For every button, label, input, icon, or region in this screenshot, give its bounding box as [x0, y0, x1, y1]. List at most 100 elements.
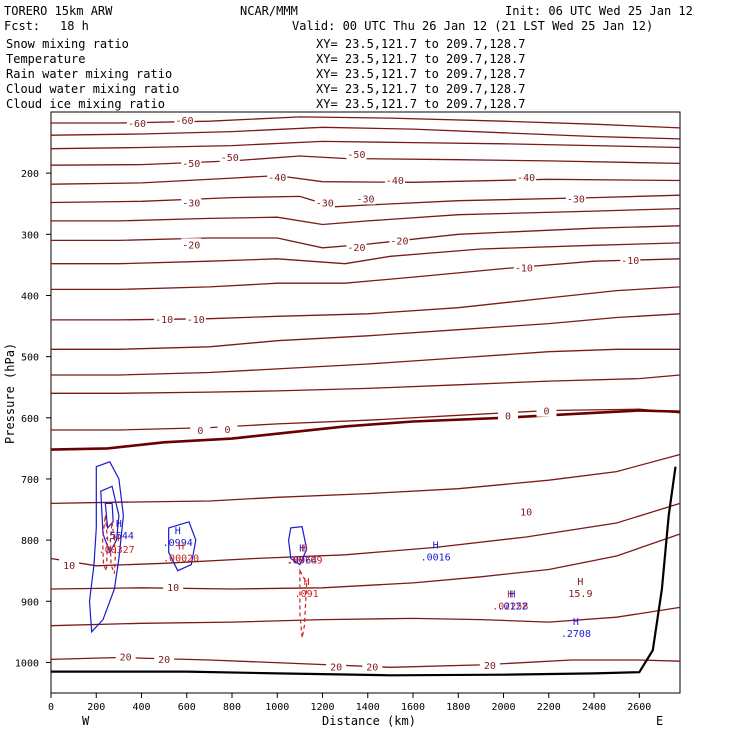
contour-label-29: 20	[366, 662, 378, 673]
contour-label-12: -20	[182, 240, 200, 251]
contour-label-0: -60	[128, 119, 146, 130]
temperature-contour-9	[51, 258, 681, 291]
y-tick-label-800: 800	[21, 536, 39, 547]
x-tick-label-200: 200	[87, 702, 105, 713]
extremum-marker-4: H	[299, 544, 305, 555]
contour-label-bg-1	[174, 114, 195, 127]
y-tick-label-1000: 1000	[15, 658, 39, 669]
forecast-hour: 18 h	[60, 19, 89, 33]
temperature-contour-15	[50, 453, 681, 505]
contour-label-bg-28	[326, 660, 347, 673]
rain-contour-1	[109, 521, 117, 574]
temperature-contour-2	[50, 140, 681, 150]
cloud-water-contour-4	[287, 526, 308, 566]
contour-label-24: 10	[167, 583, 179, 594]
contour-label-bg-23	[59, 558, 80, 571]
y-tick-label-900: 900	[21, 597, 39, 608]
extremum-marker-11: H	[573, 617, 579, 628]
x-axis-east-label: E	[656, 714, 663, 728]
contour-label-30: 20	[484, 661, 496, 672]
hydrometeor-contours	[88, 461, 308, 639]
contour-label-15: -10	[155, 315, 173, 326]
contour-label-bg-4	[346, 147, 367, 160]
extremum-value-10: 15.9	[568, 589, 592, 600]
contour-label-bg-10	[355, 192, 376, 205]
x-tick-label-1600: 1600	[401, 702, 425, 713]
contour-label-28: 20	[330, 662, 342, 673]
contour-label-bg-22	[536, 404, 557, 417]
org-label: NCAR/MMM	[240, 4, 298, 18]
extremum-marker-0: H	[116, 519, 122, 530]
contour-label-11: -30	[567, 194, 585, 205]
x-tick-label-2200: 2200	[537, 702, 561, 713]
y-tick-label-200: 200	[21, 169, 39, 180]
contour-label-bg-27	[154, 652, 175, 665]
extremum-marker-9: H	[510, 589, 516, 600]
contour-label-bg-14	[389, 234, 410, 247]
extremum-value-3: .00020	[163, 554, 199, 565]
axes: 0 200 400 600 800 1000 1200 1400 1600 1800 2000 220…	[15, 169, 651, 713]
x-tick-label-1800: 1800	[446, 702, 470, 713]
temperature-contour-7	[51, 225, 681, 249]
contour-label-bg-6	[384, 174, 405, 187]
x-tick-label-2600: 2600	[627, 702, 651, 713]
y-tick-label-400: 400	[21, 291, 39, 302]
extremum-value-4: .0964	[287, 556, 317, 567]
contour-label-bg-18	[620, 254, 641, 267]
contour-labels: -60 -60 -50 -50 -50 -40 -40 -40 -30 -30 -30 -30 -20 -…	[59, 114, 641, 673]
x-tick-label-600: 600	[178, 702, 196, 713]
contour-label-bg-3	[219, 150, 240, 163]
x-tick-label-1000: 1000	[265, 702, 289, 713]
temperature-contour-13	[51, 374, 681, 394]
temperature-contour-1	[50, 126, 681, 140]
contour-label-bg-11	[565, 192, 586, 205]
forecast-label: Fcst:	[4, 19, 40, 33]
y-tick-label-300: 300	[21, 230, 39, 241]
contour-label-20: 0	[224, 425, 230, 436]
cloud-water-contour-0	[88, 461, 125, 634]
x-tick-label-2000: 2000	[491, 702, 515, 713]
contour-label-18: -10	[621, 256, 639, 267]
extremum-value-8: .02258	[492, 601, 528, 612]
temperature-contour-16	[50, 502, 681, 567]
contour-label-bg-20	[217, 423, 238, 436]
cloud-water-contour-3	[168, 521, 197, 572]
contour-label-3: -50	[221, 153, 239, 164]
extremum-marker-2: H	[175, 526, 181, 537]
contour-label-bg-19	[190, 424, 211, 437]
contour-label-23: 10	[63, 561, 75, 572]
x-axis-label: Distance (km)	[322, 714, 416, 728]
model-title: TORERO 15km ARW	[4, 4, 113, 18]
temperature-contour-3	[50, 155, 681, 166]
contour-label-2: -50	[182, 159, 200, 170]
contour-label-bg-29	[362, 660, 383, 673]
y-tick-label-700: 700	[21, 475, 39, 486]
valid-time: Valid: 00 UTC Thu 26 Jan 12 (21 LST Wed …	[292, 19, 653, 33]
init-time: Init: 06 UTC Wed 25 Jan 12	[505, 4, 693, 18]
contour-label-10: -30	[356, 194, 374, 205]
contour-label-27: 20	[158, 655, 170, 666]
contour-label-4: -50	[347, 150, 365, 161]
legend-snow-xy: XY= 23.5,121.7 to 209.7,128.7	[316, 37, 526, 51]
x-tick-label-800: 800	[223, 702, 241, 713]
extremum-value-9: .0122	[498, 601, 528, 612]
extrema-markers: H.5544H.00327H.0994H.00020H.0964H.00769H…	[99, 519, 593, 640]
contour-label-bg-2	[181, 156, 202, 169]
cloud-water-contour-2	[104, 502, 114, 530]
contour-label-16: -10	[187, 315, 205, 326]
contour-label-bg-25	[516, 505, 537, 518]
temperature-contour-6	[51, 207, 681, 226]
contour-label-8: -30	[182, 199, 200, 210]
contour-label-22: 0	[543, 407, 549, 418]
x-tick-label-2400: 2400	[582, 702, 606, 713]
contour-label-bg-7	[516, 171, 537, 184]
contour-label-14: -20	[390, 237, 408, 248]
x-tick-label-1200: 1200	[310, 702, 334, 713]
rain-contour-0	[101, 515, 109, 571]
x-tick-label-400: 400	[132, 702, 150, 713]
temperature-contour-8	[51, 242, 681, 265]
contour-label-1: -60	[175, 116, 193, 127]
contour-label-9: -30	[316, 199, 334, 210]
y-tick-label-500: 500	[21, 353, 39, 364]
extremum-marker-5: H	[301, 544, 307, 555]
